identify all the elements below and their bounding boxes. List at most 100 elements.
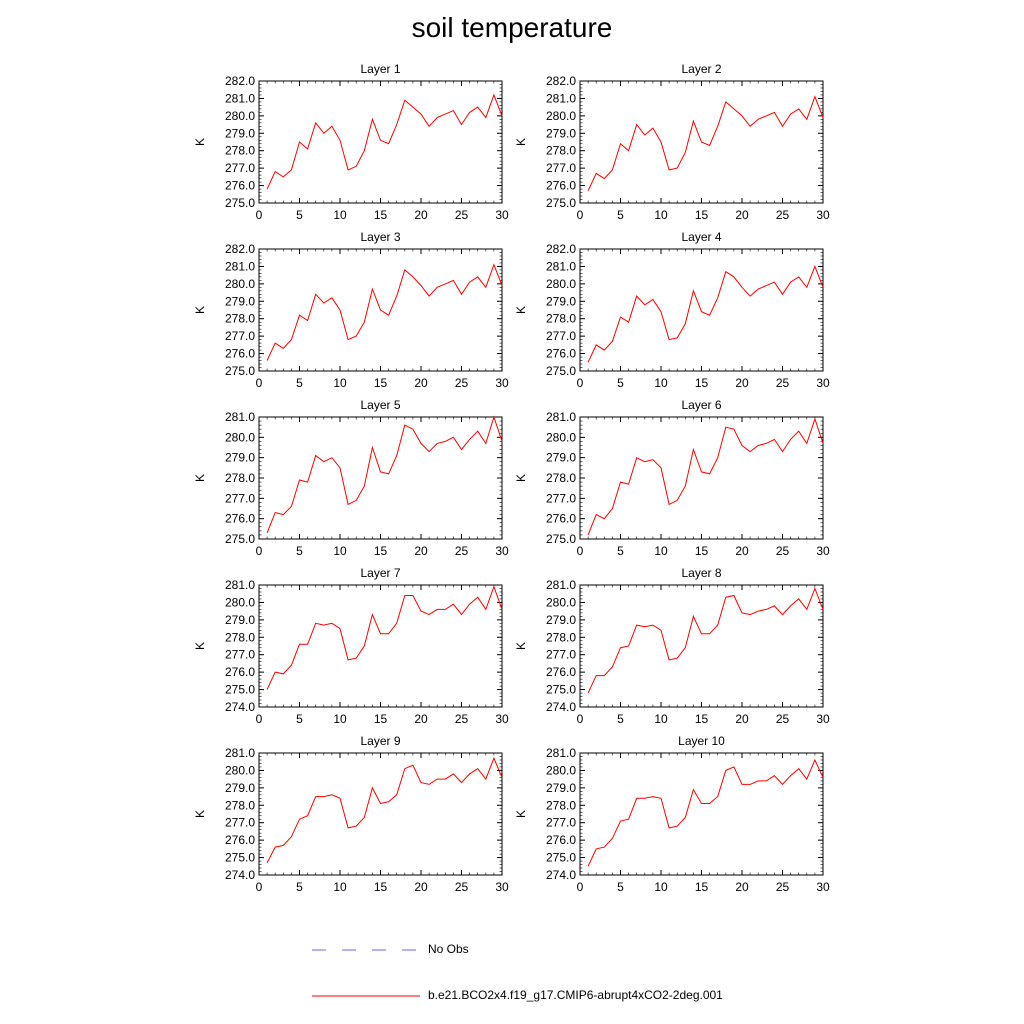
x-tick-label: 30	[495, 544, 509, 558]
y-tick-label: 276.0	[225, 179, 255, 193]
x-tick-label: 20	[414, 880, 428, 894]
x-tick-label: 0	[256, 544, 263, 558]
x-tick-label: 10	[333, 880, 347, 894]
panel-layer-8: Layer 8 K 274.0 275.0 276.0 277.0 278.0 279.0 28…	[514, 566, 830, 726]
y-tick-label: 280.0	[225, 430, 255, 444]
y-tick-label: 281.0	[225, 578, 255, 592]
x-tick-label: 25	[455, 712, 469, 726]
x-tick-label: 10	[333, 208, 347, 222]
plot-frame	[258, 416, 503, 540]
y-tick-label: 276.0	[546, 179, 576, 193]
series-line	[266, 585, 503, 690]
series-line	[266, 263, 503, 361]
series-line	[266, 415, 503, 534]
y-tick-label: 278.0	[546, 798, 576, 812]
x-tick-label: 5	[617, 544, 624, 558]
panel-layer-10: Layer 10 K 274.0 275.0 276.0 277.0 278.0 279.0 2…	[514, 734, 830, 894]
y-tick-label: 275.0	[225, 683, 255, 697]
y-tick-label: 281.0	[546, 410, 576, 424]
y-tick-label: 276.0	[225, 665, 255, 679]
x-tick-label: 0	[256, 880, 263, 894]
panel-title: Layer 7	[360, 566, 400, 580]
y-tick-label: 274.0	[546, 868, 576, 882]
y-tick-label: 277.0	[225, 329, 255, 343]
x-tick-label: 20	[414, 712, 428, 726]
y-tick-label: 281.0	[546, 259, 576, 273]
x-tick-label: 15	[695, 712, 709, 726]
y-tick-label: 274.0	[225, 700, 255, 714]
y-tick-label: 280.0	[225, 109, 255, 123]
x-tick-label: 20	[735, 208, 749, 222]
x-tick-label: 5	[296, 544, 303, 558]
y-tick-label: 279.0	[225, 613, 255, 627]
panel-title: Layer 10	[678, 734, 725, 748]
x-tick-label: 20	[414, 208, 428, 222]
y-axis-label: K	[514, 306, 528, 314]
y-tick-label: 277.0	[225, 161, 255, 175]
y-tick-label: 276.0	[546, 665, 576, 679]
plot-frame	[258, 752, 503, 876]
y-tick-label: 278.0	[546, 471, 576, 485]
y-tick-label: 278.0	[225, 798, 255, 812]
y-tick-label: 275.0	[225, 364, 255, 378]
panel-title: Layer 2	[681, 62, 721, 76]
x-tick-label: 30	[816, 544, 830, 558]
y-tick-label: 279.0	[225, 451, 255, 465]
plot-frame	[579, 416, 824, 540]
series-line	[587, 265, 824, 363]
x-tick-label: 25	[776, 712, 790, 726]
panel-layer-6: Layer 6 K 275.0 276.0 277.0 278.0 279.0 280.0 28…	[514, 398, 830, 558]
x-tick-label: 15	[374, 376, 388, 390]
series-line	[587, 587, 824, 694]
y-tick-label: 278.0	[225, 471, 255, 485]
x-tick-label: 30	[495, 712, 509, 726]
y-tick-label: 277.0	[225, 648, 255, 662]
x-tick-label: 20	[735, 712, 749, 726]
panel-title: Layer 5	[360, 398, 400, 412]
y-tick-label: 277.0	[546, 491, 576, 505]
x-tick-label: 10	[654, 208, 668, 222]
x-tick-label: 20	[735, 880, 749, 894]
y-tick-label: 280.0	[546, 595, 576, 609]
plot-frame	[579, 584, 824, 708]
x-tick-label: 15	[695, 544, 709, 558]
y-tick-label: 282.0	[546, 242, 576, 256]
x-tick-label: 30	[816, 376, 830, 390]
panel-layer-7: Layer 7 K 274.0 275.0 276.0 277.0 278.0 279.0 28…	[193, 566, 509, 726]
y-tick-label: 280.0	[546, 109, 576, 123]
x-tick-label: 30	[816, 880, 830, 894]
y-tick-label: 277.0	[546, 648, 576, 662]
x-tick-label: 10	[654, 712, 668, 726]
series-line	[266, 93, 503, 190]
y-tick-label: 274.0	[225, 868, 255, 882]
x-tick-label: 0	[256, 712, 263, 726]
panel-layer-2: Layer 2 K 275.0 276.0 277.0 278.0 279.0 280.0 28…	[514, 62, 830, 222]
x-tick-label: 25	[455, 208, 469, 222]
y-tick-label: 275.0	[546, 532, 576, 546]
y-tick-label: 275.0	[225, 851, 255, 865]
y-tick-label: 278.0	[225, 312, 255, 326]
panel-title: Layer 9	[360, 734, 400, 748]
y-tick-label: 280.0	[546, 763, 576, 777]
panel-title: Layer 3	[360, 230, 400, 244]
panel-title: Layer 4	[681, 230, 721, 244]
y-tick-label: 279.0	[225, 781, 255, 795]
plot-frame	[258, 584, 503, 708]
y-tick-label: 277.0	[225, 491, 255, 505]
x-tick-label: 25	[455, 880, 469, 894]
y-tick-label: 276.0	[225, 833, 255, 847]
y-tick-label: 281.0	[546, 746, 576, 760]
y-tick-label: 277.0	[225, 816, 255, 830]
x-tick-label: 10	[333, 376, 347, 390]
panel-title: Layer 8	[681, 566, 721, 580]
x-tick-label: 0	[577, 208, 584, 222]
y-tick-label: 276.0	[546, 833, 576, 847]
x-tick-label: 30	[495, 880, 509, 894]
panel-layer-3: Layer 3 K 275.0 276.0 277.0 278.0 279.0 280.0 28…	[193, 230, 509, 390]
y-tick-label: 280.0	[225, 763, 255, 777]
y-tick-label: 279.0	[546, 613, 576, 627]
x-tick-label: 0	[577, 376, 584, 390]
y-tick-label: 275.0	[546, 196, 576, 210]
y-tick-label: 278.0	[225, 630, 255, 644]
